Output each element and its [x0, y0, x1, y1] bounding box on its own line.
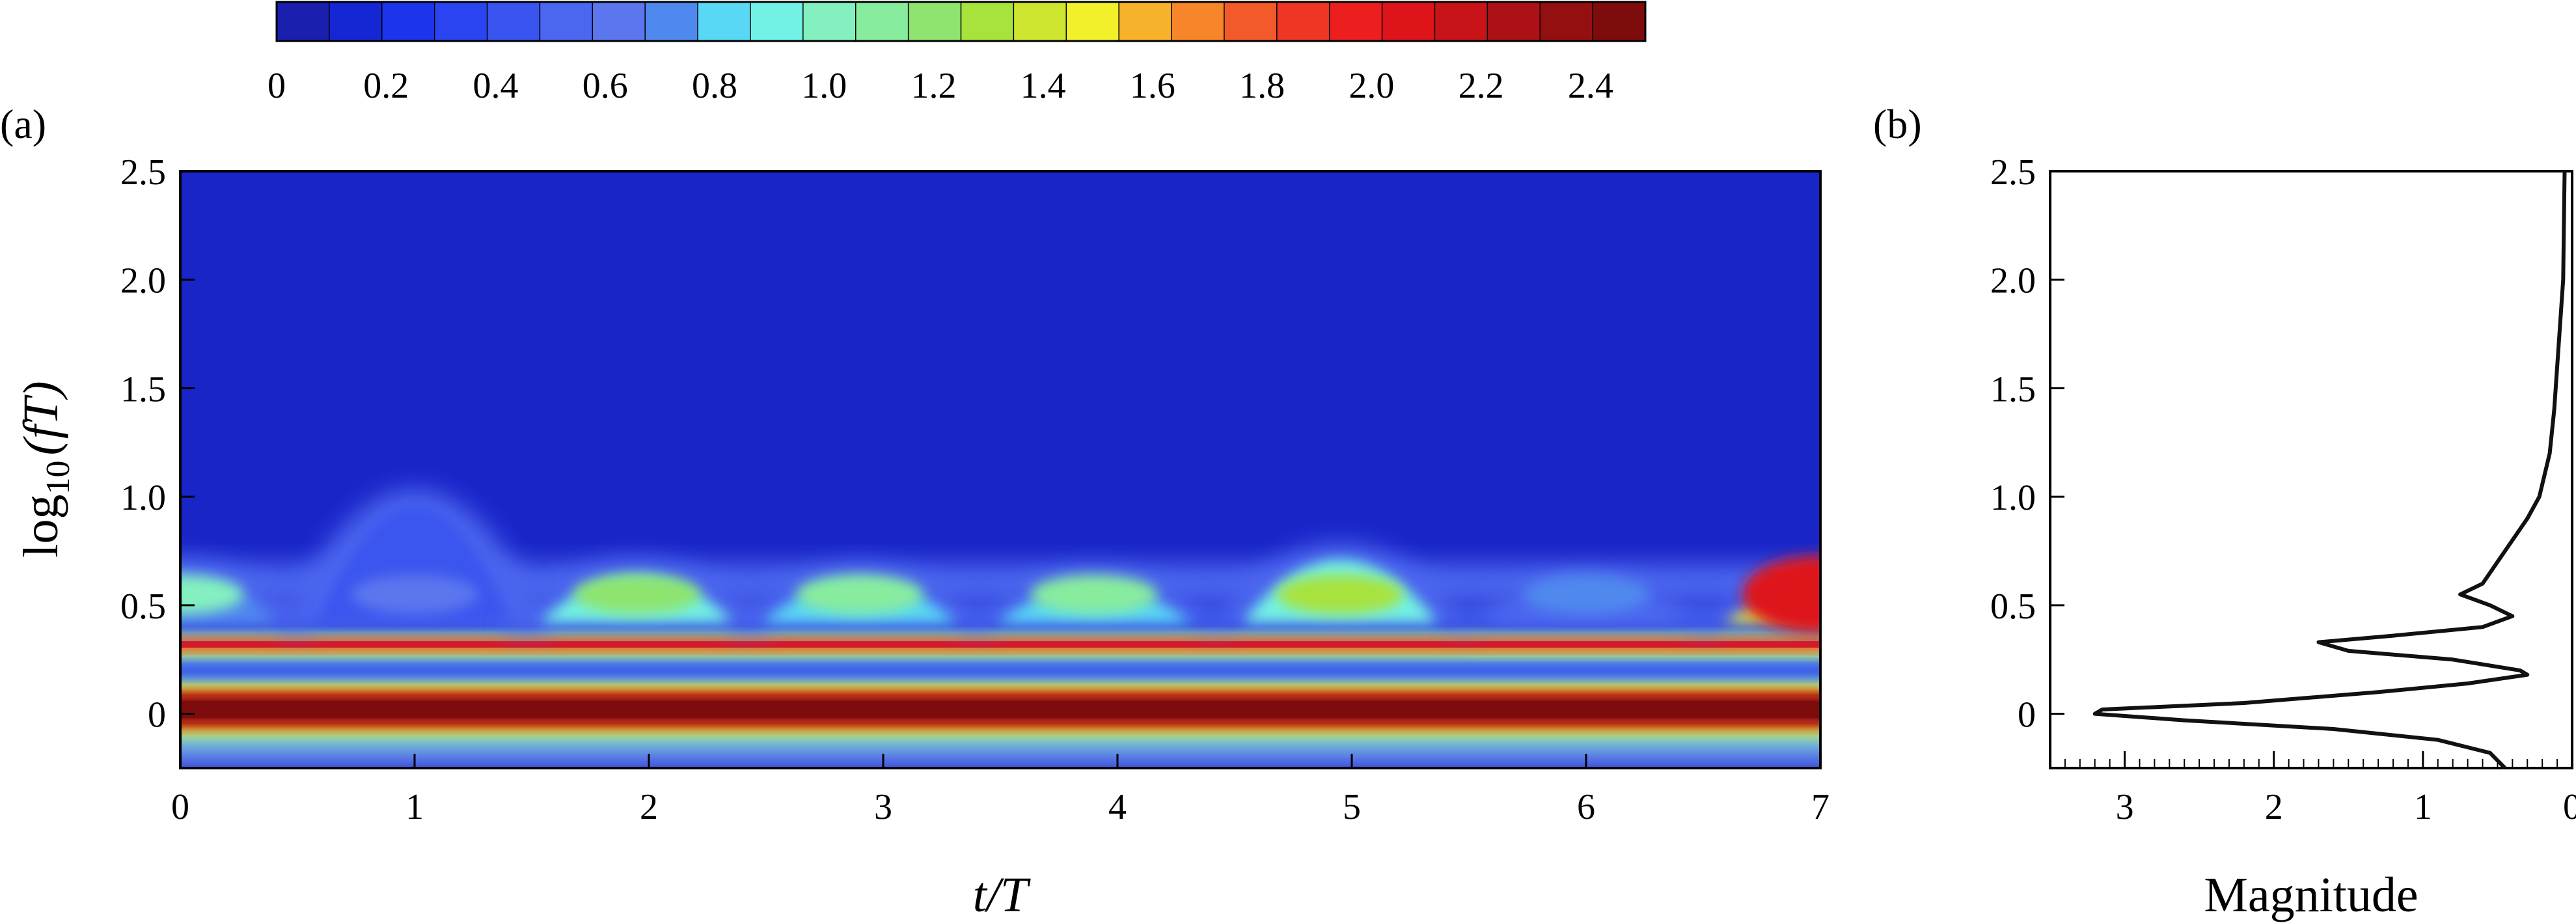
spectrum-frame — [2049, 170, 2573, 769]
colorbar: 0 0.2 0.4 0.6 0.8 1.0 1.2 1.4 1.6 1.8 2.0 2.2 2.4 — [267, 1, 1647, 106]
colorbar-cell — [1119, 2, 1172, 41]
panel-b-label: (b) — [1873, 101, 1922, 147]
colorbar-cell — [1540, 2, 1593, 41]
heatmap-y-tick-label: 2.0 — [120, 261, 166, 301]
colorbar-cell — [961, 2, 1014, 41]
colorbar-tick-label: 2.0 — [1349, 66, 1394, 106]
heatmap-y-axis-title: log10(fT) — [14, 381, 77, 557]
heatmap-band — [180, 641, 1820, 648]
colorbar-cell — [1172, 2, 1225, 41]
spectrum-x-tick-label: 3 — [2116, 787, 2134, 827]
colorbar-cell — [908, 2, 962, 41]
heatmap-frame — [179, 170, 1822, 769]
colorbar-tick-label: 0 — [267, 66, 286, 106]
heatmap-x-tick-label: 1 — [405, 787, 424, 827]
colorbar-tick-label: 2.2 — [1459, 66, 1504, 106]
colorbar-cell — [487, 2, 541, 41]
heatmap-burst-core — [1030, 575, 1158, 614]
colorbar-cell — [1013, 2, 1067, 41]
spectrum-y-tick-label: 2.5 — [1990, 152, 2036, 193]
heatmap-y-tick-label: 2.5 — [120, 152, 166, 193]
heatmap-x-axis-title: t/T — [973, 868, 1031, 922]
colorbar-cell — [1066, 2, 1119, 41]
colorbar-tick-label: 2.4 — [1568, 66, 1613, 106]
colorbar-tick-label: 0.4 — [473, 66, 518, 106]
colorbar-frame — [275, 1, 1647, 42]
colorbar-tick-label: 1.8 — [1239, 66, 1285, 106]
colorbar-cell — [592, 2, 646, 41]
colorbar-cell — [1224, 2, 1278, 41]
colorbar-tick-label: 0.8 — [692, 66, 737, 106]
colorbar-cell — [434, 2, 488, 41]
colorbar-cell — [277, 2, 330, 41]
spectrum-x-tick-label: 0 — [2563, 787, 2576, 827]
heatmap-y-tick-label: 1.5 — [120, 369, 166, 409]
colorbar-cell — [1329, 2, 1383, 41]
colorbar-tick-label: 1.2 — [911, 66, 956, 106]
spectrum-y-tick-label: 2.0 — [1990, 261, 2036, 301]
colorbar-cells — [276, 2, 1646, 41]
colorbar-cell — [698, 2, 751, 41]
heatmap-burst-core — [351, 575, 478, 614]
heatmap-x-tick-label: 2 — [640, 787, 658, 827]
heatmap-y-tick-label: 0.5 — [120, 586, 166, 627]
spectrum-series-line — [2092, 171, 2567, 770]
heatmap-y-ticks: 0 0.5 1.0 1.5 2.0 2.5 — [120, 152, 195, 736]
heatmap-x-tick-label: 5 — [1343, 787, 1361, 827]
spectrum-x-axis-title: Magnitude — [2204, 868, 2418, 922]
heatmap-x-tick-label: 4 — [1108, 787, 1127, 827]
spectrum-y-tick-label: 0.5 — [1990, 586, 2036, 627]
heatmap-band — [180, 663, 1820, 677]
heatmap-x-tick-label: 0 — [171, 787, 189, 827]
spectrum-panel: 3 2 1 0 0 0.5 1.0 1.5 2.0 2.5 Magnitude — [1990, 152, 2576, 922]
colorbar-cell — [1593, 2, 1646, 41]
heatmap-x-tick-label: 6 — [1577, 787, 1595, 827]
spectrum-y-ticks: 0 0.5 1.0 1.5 2.0 2.5 — [1990, 152, 2064, 736]
colorbar-tick-label: 0.6 — [582, 66, 628, 106]
colorbar-tick-label: 0.2 — [363, 66, 409, 106]
heatmap-x-tick-label: 3 — [874, 787, 892, 827]
spectrum-y-tick-label: 1.0 — [1990, 478, 2036, 518]
heatmap-band — [180, 700, 1820, 719]
colorbar-cell — [750, 2, 804, 41]
heatmap-panel: 0 1 2 3 4 5 6 7 0 0.5 1.0 1.5 2.0 2.5 t/T log10(fT) — [14, 152, 1829, 922]
colorbar-cell — [381, 2, 435, 41]
heatmap-bursts — [180, 489, 1820, 634]
spectrum-x-ticks: 3 2 1 0 — [2116, 751, 2576, 827]
colorbar-tick-label: 1.4 — [1021, 66, 1066, 106]
heatmap-burst-core — [796, 575, 924, 614]
heatmap-burst-core — [180, 575, 244, 614]
spectrum-x-tick-label: 1 — [2414, 787, 2432, 827]
heatmap-field — [180, 171, 1820, 768]
spectrum-x-tick-label: 2 — [2265, 787, 2283, 827]
heatmap-x-ticks: 0 1 2 3 4 5 6 7 — [171, 754, 1829, 827]
heatmap-x-tick-label: 7 — [1811, 787, 1829, 827]
colorbar-tick-label: 1.6 — [1130, 66, 1175, 106]
heatmap-y-tick-label: 1.0 — [120, 478, 166, 518]
heatmap-burst-core — [1276, 575, 1404, 614]
heatmap-y-tick-label: 0 — [148, 695, 166, 736]
colorbar-cell — [1276, 2, 1330, 41]
spectrum-y-tick-label: 0 — [2018, 695, 2036, 736]
colorbar-cell — [540, 2, 593, 41]
heatmap-hotspot — [1742, 555, 1820, 634]
panel-a-label: (a) — [0, 101, 46, 147]
colorbar-cell — [329, 2, 383, 41]
spectrum-minor-ticks — [2049, 759, 2573, 768]
heatmap-burst-core — [1522, 575, 1650, 614]
spectrum-y-tick-label: 1.5 — [1990, 369, 2036, 409]
colorbar-cell — [802, 2, 856, 41]
colorbar-cell — [855, 2, 909, 41]
colorbar-cell — [1382, 2, 1436, 41]
colorbar-cell — [645, 2, 698, 41]
colorbar-tick-label: 1.0 — [801, 66, 847, 106]
colorbar-cell — [1434, 2, 1488, 41]
heatmap-burst-core — [573, 575, 701, 614]
colorbar-tick-labels: 0 0.2 0.4 0.6 0.8 1.0 1.2 1.4 1.6 1.8 2.0 2.2 2.4 — [267, 66, 1613, 106]
colorbar-cell — [1487, 2, 1541, 41]
